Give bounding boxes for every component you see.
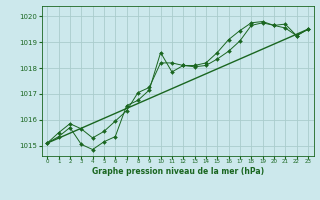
X-axis label: Graphe pression niveau de la mer (hPa): Graphe pression niveau de la mer (hPa) (92, 167, 264, 176)
